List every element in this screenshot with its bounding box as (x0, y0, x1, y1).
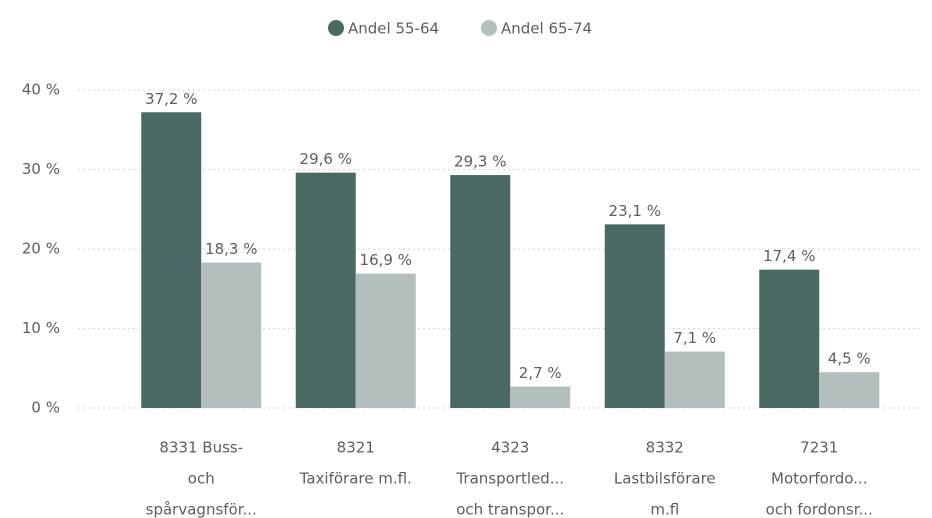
legend-marker (481, 20, 497, 36)
value-label: 16,9 % (360, 251, 412, 269)
bar (295, 172, 356, 408)
x-tick-label: m.fl (650, 501, 679, 518)
y-tick-label: 30 % (22, 160, 60, 178)
legend-marker (328, 20, 344, 36)
value-label: 18,3 % (205, 240, 257, 258)
bar (604, 224, 665, 408)
x-tick-label: spårvagnsför... (146, 501, 257, 518)
x-tick-label: och fordonsr... (766, 501, 873, 518)
x-tick-label: och transpor... (456, 501, 564, 518)
x-tick-label: 8332 (646, 439, 684, 457)
bar (450, 175, 511, 408)
bar (141, 112, 202, 408)
bar (201, 262, 262, 408)
value-label: 4,5 % (828, 350, 871, 368)
value-label: 29,6 % (300, 150, 352, 168)
bar (664, 351, 725, 408)
x-tick-label: och (188, 470, 215, 488)
bar (819, 372, 880, 408)
x-tick-label: Transportled... (455, 470, 564, 488)
legend-label: Andel 55-64 (348, 20, 439, 38)
y-tick-label: 20 % (22, 240, 60, 258)
x-tick-label: 7231 (800, 439, 838, 457)
x-tick-label: Taxiförare m.fl. (299, 470, 412, 488)
value-label: 2,7 % (519, 364, 562, 382)
value-label: 17,4 % (763, 247, 815, 265)
bar (759, 269, 820, 408)
x-tick-label: 4323 (491, 439, 529, 457)
value-label: 37,2 % (145, 90, 197, 108)
bar (355, 273, 416, 408)
x-tick-label: Lastbilsförare (614, 470, 716, 488)
value-label: 7,1 % (673, 329, 716, 347)
y-tick-label: 10 % (22, 319, 60, 337)
x-tick-label: 8321 (337, 439, 375, 457)
value-label: 23,1 % (609, 202, 661, 220)
x-tick-label: 8331 Buss- (159, 439, 243, 457)
bar (510, 386, 571, 408)
y-tick-label: 40 % (22, 81, 60, 99)
value-label: 29,3 % (454, 153, 506, 171)
legend-label: Andel 65-74 (501, 20, 592, 38)
y-tick-label: 0 % (31, 399, 60, 417)
x-tick-label: Motorfordo... (771, 470, 867, 488)
